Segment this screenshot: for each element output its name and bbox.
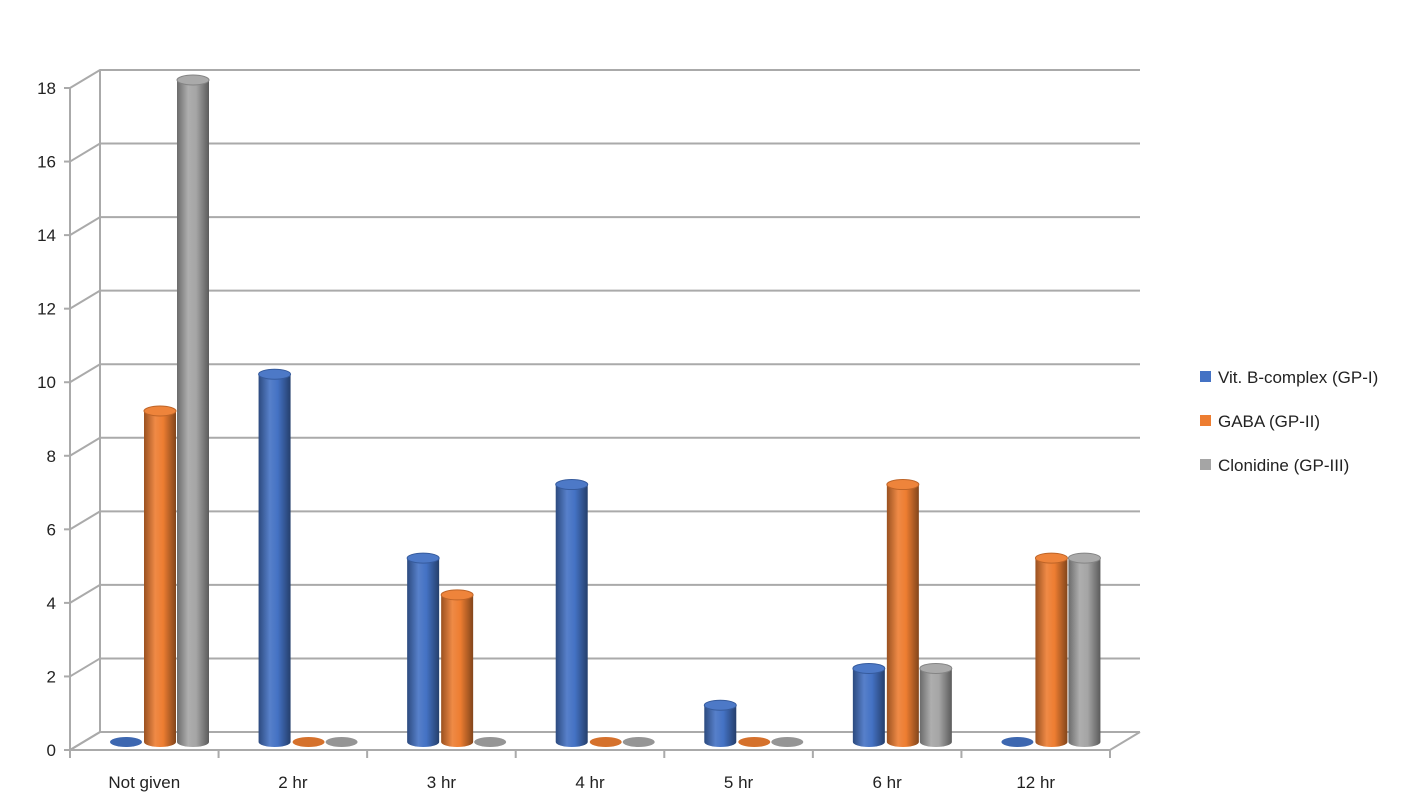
- y-tick-label: 4: [47, 594, 56, 613]
- bar: [622, 737, 655, 747]
- x-tick-label: 5 hr: [724, 773, 754, 792]
- gridline: [69, 289, 1140, 310]
- gridline: [69, 731, 1140, 751]
- bar-top: [258, 368, 292, 380]
- gridline: [69, 363, 1140, 384]
- legend-item: Clonidine (GP-III): [1200, 456, 1349, 475]
- gridline: [69, 216, 1140, 236]
- bar-top: [1034, 552, 1068, 564]
- y-tick-label: 8: [47, 447, 56, 466]
- bar-top: [589, 737, 622, 747]
- x-tick-label: Not given: [108, 773, 180, 792]
- bar-top: [292, 737, 325, 747]
- bar: [292, 737, 325, 747]
- bar-top: [474, 737, 507, 747]
- bar-top: [325, 737, 358, 747]
- bar-top: [919, 662, 953, 674]
- gridlines: [69, 69, 1141, 751]
- y-tick-label: 16: [37, 153, 56, 172]
- bar-top: [1067, 552, 1101, 564]
- bar: [886, 479, 920, 748]
- bar: [703, 699, 737, 748]
- bar: [738, 737, 771, 747]
- bar-top: [143, 405, 177, 417]
- bar: [1001, 737, 1034, 747]
- bar-body: [144, 411, 176, 747]
- y-tick-label: 10: [37, 373, 56, 392]
- bar-body: [407, 558, 440, 748]
- bar-body: [886, 484, 919, 748]
- bar-body: [704, 705, 737, 748]
- bar-top: [771, 737, 804, 747]
- gridline: [69, 69, 1140, 89]
- y-tick-label: 6: [47, 520, 56, 539]
- legend-item: Vit. B-complex (GP-I): [1200, 368, 1378, 387]
- x-tick-label: 3 hr: [427, 773, 457, 792]
- bar-top: [440, 589, 474, 601]
- bar-top: [622, 737, 655, 747]
- bar-top: [406, 552, 440, 564]
- bar: [258, 368, 292, 748]
- bar-body: [177, 80, 209, 747]
- bar: [440, 589, 474, 748]
- y-tick-label: 0: [47, 741, 56, 760]
- legend-swatch: [1200, 415, 1211, 426]
- x-tick-label: 12 hr: [1016, 773, 1055, 792]
- bar: [474, 737, 507, 747]
- y-tick-label: 2: [47, 667, 56, 686]
- legend-swatch: [1200, 371, 1211, 382]
- bar-top: [852, 662, 886, 674]
- bar: [1067, 552, 1101, 748]
- x-tick-label: 2 hr: [278, 773, 308, 792]
- y-tick-label: 18: [37, 79, 56, 98]
- gridline: [69, 583, 1140, 604]
- bar: [589, 737, 622, 747]
- bar-body: [852, 668, 885, 748]
- bar-body: [441, 594, 474, 748]
- bar-body: [919, 668, 952, 748]
- bar-body: [555, 484, 588, 748]
- gridline: [69, 657, 1140, 678]
- x-tick-label: 6 hr: [872, 773, 902, 792]
- bar-body: [1035, 558, 1068, 748]
- bars: [110, 74, 1101, 748]
- x-tick-label: 4 hr: [575, 773, 605, 792]
- bar: [1034, 552, 1068, 748]
- legend: Vit. B-complex (GP-I) GABA (GP-II) Clonidi…: [1200, 368, 1378, 475]
- gridline: [69, 142, 1140, 163]
- bar-top: [886, 479, 920, 491]
- bar: [771, 737, 804, 747]
- bar-top: [176, 74, 210, 86]
- bar: [852, 662, 886, 748]
- legend-label: Vit. B-complex (GP-I): [1218, 368, 1378, 387]
- bar: [325, 737, 358, 747]
- legend-label: Clonidine (GP-III): [1218, 456, 1349, 475]
- legend-swatch: [1200, 459, 1211, 470]
- bar-top: [555, 479, 589, 491]
- gridline: [69, 436, 1140, 457]
- bar: [110, 737, 142, 747]
- bar: [406, 552, 440, 748]
- x-axis-ticks: Not given 2 hr 3 hr 4 hr 5 hr 6 hr 12 hr: [69, 750, 1111, 792]
- gridline: [69, 510, 1140, 531]
- bar-top: [738, 737, 771, 747]
- bar: [555, 479, 589, 748]
- y-axis-ticks: 0 2 4 6 8 10 12 14 16 18: [37, 79, 70, 760]
- bar: [919, 662, 953, 748]
- legend-label: GABA (GP-II): [1218, 412, 1320, 431]
- bar-top: [703, 699, 737, 711]
- bar-top: [1001, 737, 1034, 747]
- bar-body: [1068, 558, 1101, 748]
- y-tick-label: 12: [37, 300, 56, 319]
- legend-item: GABA (GP-II): [1200, 412, 1320, 431]
- bar-top: [110, 737, 142, 747]
- bar-body: [258, 374, 291, 748]
- bar: [176, 74, 210, 747]
- y-tick-label: 14: [37, 226, 56, 245]
- bar: [143, 405, 177, 747]
